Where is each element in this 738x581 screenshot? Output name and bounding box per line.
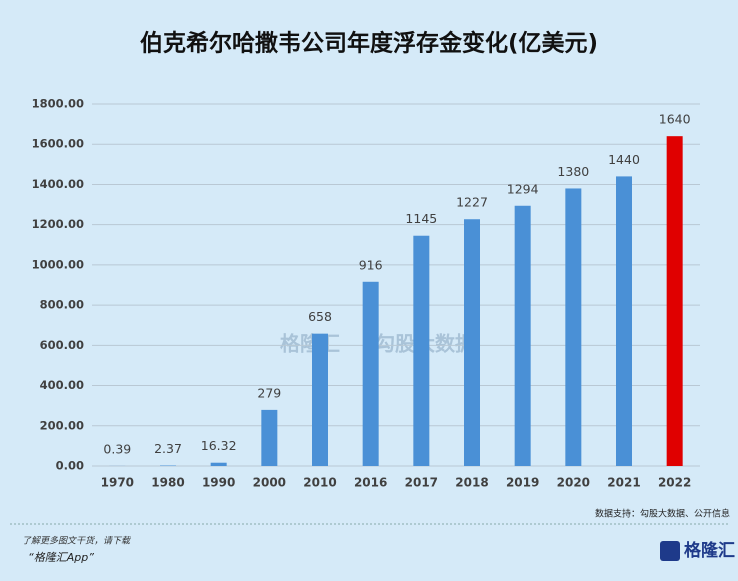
bar (514, 205, 531, 467)
x-tick-label: 2020 (557, 476, 590, 490)
bar (616, 176, 632, 466)
y-tick-label: 1000.00 (32, 257, 84, 271)
x-tick-label: 1980 (151, 476, 184, 490)
x-tick-label: 2021 (607, 476, 640, 490)
value-label: 279 (257, 385, 281, 400)
value-label: 16.32 (201, 438, 237, 453)
footer-text: “格隆汇App” (28, 551, 94, 564)
x-tick-label: 2010 (303, 476, 336, 490)
bar (413, 235, 430, 466)
y-tick-label: 600.00 (40, 338, 84, 352)
x-tick-label: 1990 (202, 476, 235, 490)
bar (261, 409, 278, 466)
value-label: 0.39 (103, 441, 131, 456)
x-tick-label: 2000 (253, 476, 286, 490)
value-label: 2.37 (154, 441, 182, 456)
y-tick-label: 1400.00 (32, 177, 84, 191)
value-label: 1640 (659, 112, 691, 127)
value-label: 916 (359, 257, 383, 272)
y-tick-label: 1600.00 (32, 137, 84, 151)
bar (565, 188, 582, 466)
watermark: 格隆汇 (280, 332, 340, 356)
y-tick-label: 0.00 (56, 459, 84, 473)
x-tick-label: 2016 (354, 476, 387, 490)
value-label: 1227 (456, 195, 488, 210)
chart-title: 伯克希尔哈撒韦公司年度浮存金变化(亿美元) (140, 30, 598, 57)
y-tick-label: 1200.00 (32, 217, 84, 231)
bar (312, 333, 328, 466)
value-label: 1440 (608, 152, 640, 167)
y-tick-label: 200.00 (40, 418, 84, 432)
bar (666, 136, 683, 466)
value-label: 658 (308, 309, 332, 324)
value-label: 1380 (557, 164, 589, 179)
x-tick-label: 2018 (455, 476, 488, 490)
logo: 格隆汇 (684, 540, 735, 561)
x-tick-label: 2019 (506, 476, 539, 490)
logo-icon (660, 541, 680, 561)
footer-text: 了解更多图文干货，请下载 (22, 536, 131, 547)
source: 数据支持：勾股大数据、公开信息 (595, 508, 730, 520)
value-label: 1145 (405, 211, 437, 226)
bar (362, 281, 379, 466)
bar (464, 219, 480, 466)
y-tick-label: 800.00 (40, 298, 84, 312)
x-tick-label: 2017 (405, 476, 438, 490)
x-tick-label: 1970 (101, 476, 134, 490)
y-tick-label: 400.00 (40, 378, 84, 392)
value-label: 1294 (507, 181, 539, 196)
x-tick-label: 2022 (658, 476, 691, 490)
bar (210, 462, 227, 466)
y-tick-label: 1800.00 (32, 97, 84, 111)
